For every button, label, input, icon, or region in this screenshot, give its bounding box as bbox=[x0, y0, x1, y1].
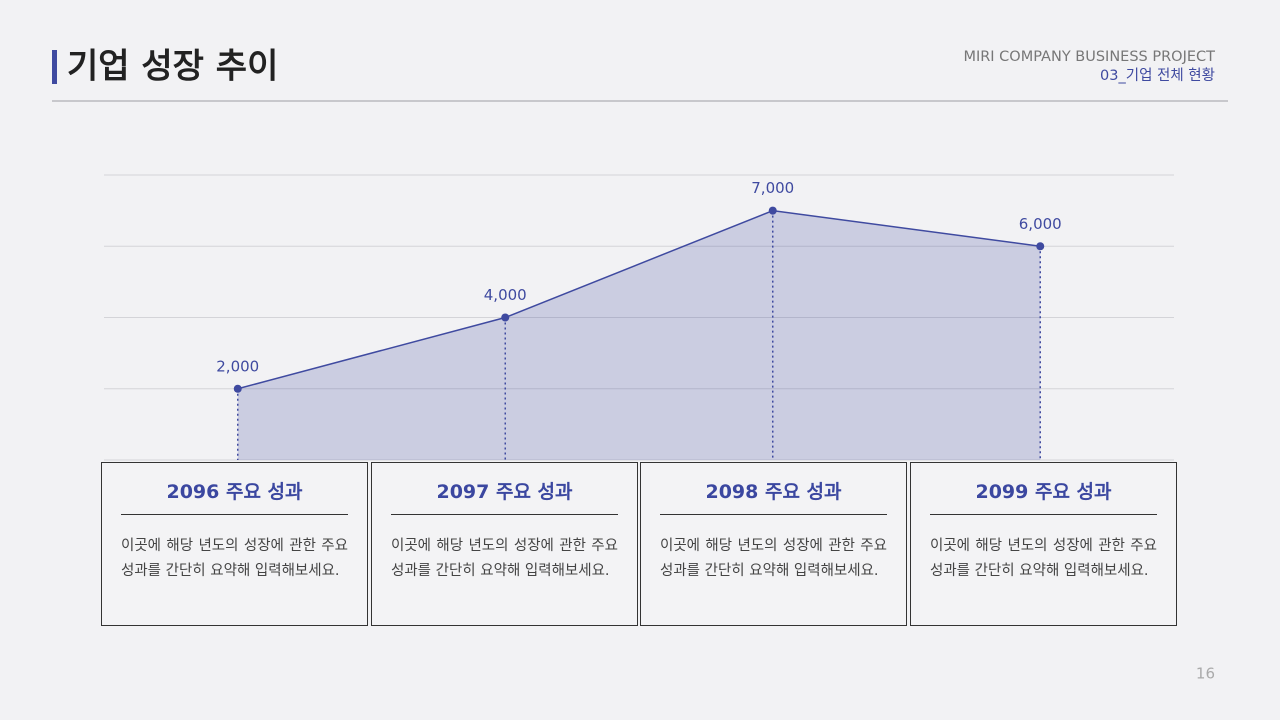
section-name: 03_기업 전체 현황 bbox=[1100, 67, 1215, 84]
card-body: 이곳에 해당 년도의 성장에 관한 주요 성과를 간단히 요약해 입력해보세요. bbox=[391, 538, 618, 579]
card-title: 2098 주요 성과 bbox=[705, 481, 842, 503]
data-label: 7,000 bbox=[751, 179, 794, 197]
card-title: 2097 주요 성과 bbox=[436, 481, 573, 503]
line bbox=[237, 209, 1041, 390]
company-name: MIRI COMPANY BUSINESS PROJECT bbox=[963, 49, 1215, 65]
card-rule bbox=[391, 514, 618, 515]
point bbox=[233, 384, 242, 393]
card-title: 2099 주요 성과 bbox=[975, 481, 1112, 503]
point bbox=[501, 313, 510, 322]
card-title: 2096 주요 성과 bbox=[166, 481, 303, 503]
data-label: 4,000 bbox=[484, 286, 527, 304]
point bbox=[1036, 242, 1045, 251]
area-fill bbox=[237, 210, 1041, 460]
card-rule bbox=[930, 514, 1157, 515]
slide-title: 기업 성장 추이 bbox=[67, 47, 278, 87]
title-accent bbox=[52, 50, 57, 84]
card-body: 이곳에 해당 년도의 성장에 관한 주요 성과를 간단히 요약해 입력해보세요. bbox=[121, 538, 348, 579]
card-rule bbox=[121, 514, 348, 515]
data-label: 6,000 bbox=[1019, 215, 1062, 233]
page-number: 16 bbox=[1196, 665, 1215, 683]
card-body: 이곳에 해당 년도의 성장에 관한 주요 성과를 간단히 요약해 입력해보세요. bbox=[660, 538, 887, 579]
chart: 2,000 4,000 7,000 6,000 bbox=[104, 174, 1174, 461]
point bbox=[768, 206, 777, 215]
data-label: 2,000 bbox=[216, 357, 259, 375]
card-rule bbox=[660, 514, 887, 515]
card-body: 이곳에 해당 년도의 성장에 관한 주요 성과를 간단히 요약해 입력해보세요. bbox=[930, 538, 1157, 579]
